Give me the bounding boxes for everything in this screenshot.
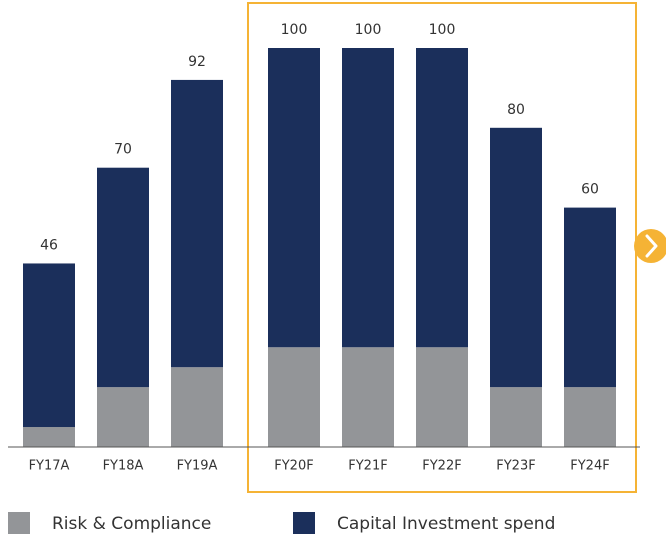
bar-segment <box>97 167 149 388</box>
bar-segment <box>171 79 223 368</box>
total-label: 70 <box>114 142 132 158</box>
bar-segment <box>564 387 616 447</box>
x-tick-label: FY23F <box>496 459 535 474</box>
bar-segment <box>342 347 394 447</box>
bar-segment <box>171 367 223 447</box>
bar-segment <box>23 427 75 447</box>
legend-label: Risk & Compliance <box>52 514 211 534</box>
bar-segment <box>490 127 542 388</box>
x-tick-label: FY21F <box>348 459 387 474</box>
x-tick-label: FY22F <box>422 459 461 474</box>
bar-segment <box>268 347 320 447</box>
total-label: 100 <box>355 22 382 38</box>
legend: Risk & Compliance Capital Investment spen… <box>8 512 555 534</box>
total-label: 100 <box>281 22 308 38</box>
bar-segment <box>342 48 394 348</box>
total-label: 80 <box>507 102 525 118</box>
legend-swatch <box>293 512 315 534</box>
total-label: 60 <box>581 182 599 198</box>
bar-segment <box>97 387 149 447</box>
x-tick-label: FY20F <box>274 459 313 474</box>
total-label: 46 <box>40 237 58 253</box>
next-button[interactable] <box>634 229 666 263</box>
total-label: 100 <box>429 22 456 38</box>
bar-segment <box>416 48 468 348</box>
next-button-circle[interactable] <box>634 229 666 263</box>
total-label: 92 <box>188 54 206 70</box>
bar-segment <box>23 263 75 428</box>
bar-segment <box>564 207 616 388</box>
bar-segment <box>268 48 320 348</box>
chevron-icon[interactable] <box>645 234 658 258</box>
legend-swatch <box>8 512 30 534</box>
x-tick-label: FY17A <box>29 459 70 474</box>
plot-area: 46 FY17A 70 FY18A 92 FY19A 100 FY20F 100 FY21F 100… <box>23 22 616 474</box>
x-tick-label: FY18A <box>103 459 144 474</box>
legend-label: Capital Investment spend <box>337 514 555 534</box>
bar-segment <box>490 387 542 447</box>
x-tick-label: FY24F <box>570 459 609 474</box>
bar-segment <box>416 347 468 447</box>
x-tick-label: FY19A <box>177 459 218 474</box>
